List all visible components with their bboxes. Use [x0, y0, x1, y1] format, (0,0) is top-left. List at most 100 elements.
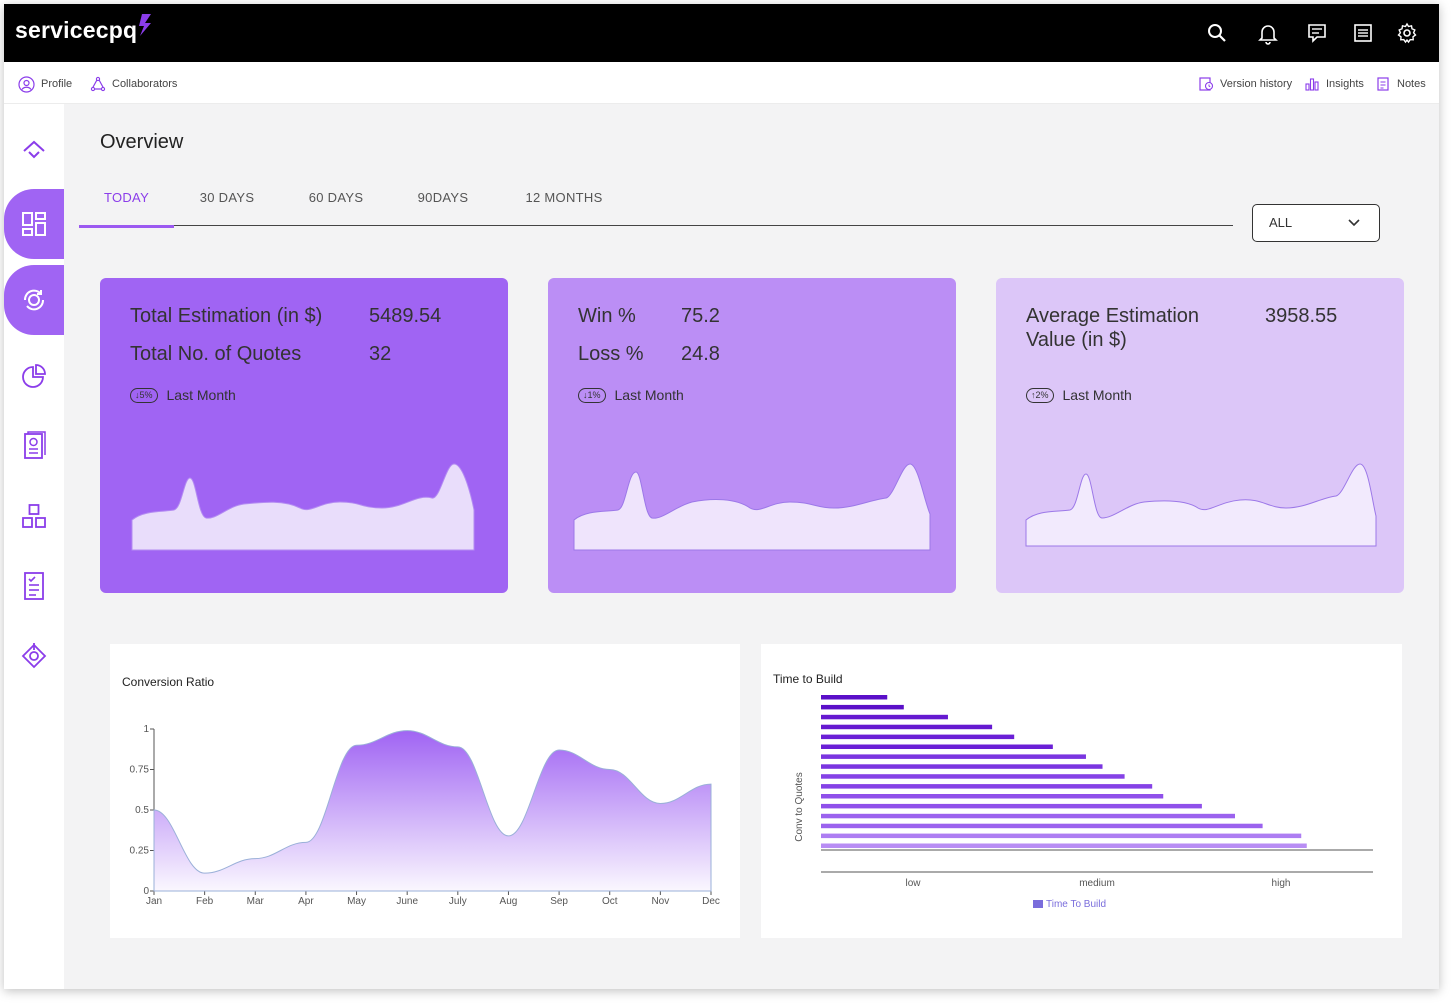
total-estimation-value: 5489.54 — [369, 305, 442, 327]
tab-60-days[interactable]: 60 DAYS — [308, 190, 364, 205]
conv-x-tick-label: June — [396, 896, 418, 907]
win-value: 75.2 — [681, 305, 720, 327]
modules-icon — [22, 504, 46, 528]
version-history-link[interactable]: Version history — [1198, 76, 1292, 92]
top-bar: servicecpq — [4, 4, 1439, 62]
main-content: Overview TODAY 30 DAYS 60 DAYS 90DAYS 12… — [64, 104, 1439, 989]
conv-y-tick-label: 0.5 — [135, 805, 149, 816]
target-icon — [21, 643, 47, 669]
collaborators-label: Collaborators — [112, 78, 178, 90]
trend-label: Last Month — [1062, 387, 1132, 403]
profile-label: Profile — [41, 78, 73, 90]
sidebar-item-modules[interactable] — [4, 481, 64, 551]
logo[interactable]: servicecpq — [15, 17, 138, 43]
filter-dropdown[interactable]: ALL — [1252, 204, 1380, 242]
build-bar — [821, 794, 1164, 799]
bell-icon[interactable] — [1256, 21, 1280, 45]
conv-y-tick-label: 1 — [143, 724, 149, 735]
notes-link[interactable]: Notes — [1375, 76, 1426, 92]
trend-indicator: ↓1% Last Month — [578, 387, 684, 403]
build-bar — [821, 843, 1307, 848]
total-quotes-label: Total No. of Quotes — [130, 343, 302, 365]
chat-icon[interactable] — [1305, 21, 1329, 45]
legend-swatch — [1033, 900, 1043, 908]
time-to-build-chart: Conv to Quotes low medium high Time To Bui… — [794, 695, 1373, 910]
trend-badge: ↑2% — [1026, 387, 1054, 403]
trend-badge: ↓5% — [130, 387, 158, 403]
conversion-ratio-chart: 0 0.25 0.5 0.75 1 Jan Feb Mar Apr May June July Aug S… — [130, 724, 720, 907]
conv-x-tick-label: Feb — [196, 896, 214, 907]
sidebar-item-reports[interactable] — [4, 341, 64, 411]
logo-mark-icon — [139, 14, 151, 36]
average-estimation-card: Average Estimation Value (in $) 3958.55 … — [996, 278, 1404, 593]
trend-label: Last Month — [166, 387, 236, 403]
sidebar-item-sync[interactable] — [4, 265, 64, 335]
time-to-build-panel: Time to Build Conv to Quotes low medium hi… — [761, 644, 1402, 938]
conversion-ratio-title: Conversion Ratio — [122, 675, 215, 689]
total-quotes-value: 32 — [369, 343, 392, 365]
search-icon[interactable] — [1205, 21, 1229, 45]
sub-toolbar: Profile Collaborators Version history In… — [4, 62, 1439, 104]
sidebar — [4, 104, 64, 989]
conv-x-tick-label: Jan — [146, 896, 162, 907]
conv-x-tick-label: July — [449, 896, 467, 907]
profile-link[interactable]: Profile — [18, 75, 73, 93]
sidebar-item-target[interactable] — [4, 621, 64, 691]
legend-label: Time To Build — [1046, 899, 1106, 910]
notes-label: Notes — [1397, 78, 1426, 90]
tab-30-days[interactable]: 30 DAYS — [199, 190, 255, 205]
profile-icon — [18, 75, 35, 93]
trend-indicator: ↓5% Last Month — [130, 387, 236, 403]
build-bar — [821, 714, 948, 720]
build-bar — [821, 784, 1153, 789]
build-bar — [821, 724, 993, 730]
dashboard-icon — [22, 212, 46, 236]
build-bar — [821, 704, 904, 710]
build-bar — [821, 833, 1302, 839]
build-x-tick-label: high — [1272, 878, 1291, 889]
conv-x-tick-label: Aug — [500, 896, 518, 907]
average-estimation-label: Average Estimation — [1026, 305, 1200, 327]
tab-90-days[interactable]: 90DAYS — [417, 190, 469, 205]
collaborators-icon — [90, 76, 106, 92]
conv-y-tick-label: 0.25 — [130, 846, 150, 857]
build-bar — [821, 813, 1235, 819]
time-to-build-title: Time to Build — [773, 672, 843, 686]
insights-label: Insights — [1326, 78, 1364, 90]
collaborators-link[interactable]: Collaborators — [90, 76, 177, 92]
build-bar — [821, 754, 1086, 759]
loss-value: 24.8 — [681, 343, 720, 365]
conv-y-tick-label: 0.75 — [130, 765, 150, 776]
build-bar — [821, 764, 1103, 769]
conv-y-tick-label: 0 — [143, 886, 149, 897]
list-icon[interactable] — [1351, 21, 1375, 45]
document-icon — [24, 431, 46, 459]
total-estimation-label: Total Estimation (in $) — [130, 305, 323, 327]
conv-x-tick-label: May — [347, 896, 366, 907]
filter-selected-value: ALL — [1269, 215, 1293, 230]
conv-x-tick-label: Oct — [602, 896, 618, 907]
sparkline-chart — [573, 463, 931, 551]
tab-12-months[interactable]: 12 MONTHS — [525, 190, 603, 205]
period-tabs: TODAY 30 DAYS 60 DAYS 90DAYS 12 MONTHS — [79, 186, 1233, 228]
insights-link[interactable]: Insights — [1304, 76, 1364, 92]
build-bar — [821, 744, 1053, 749]
trend-label: Last Month — [614, 387, 684, 403]
version-history-icon — [1199, 77, 1214, 91]
version-history-label: Version history — [1220, 78, 1293, 90]
sidebar-item-checklist[interactable] — [4, 551, 64, 621]
sidebar-item-documents[interactable] — [4, 411, 64, 481]
sidebar-item-dashboard[interactable] — [4, 189, 64, 259]
build-bar — [821, 774, 1125, 779]
chevron-down-icon — [1348, 219, 1360, 227]
tab-today[interactable]: TODAY — [79, 186, 174, 228]
trend-badge: ↓1% — [578, 387, 606, 403]
gear-icon[interactable] — [1395, 21, 1419, 45]
conversion-area-series — [153, 730, 712, 892]
sparkline-chart — [1025, 463, 1377, 547]
conv-x-tick-label: Nov — [651, 896, 669, 907]
sidebar-item-home[interactable] — [4, 115, 64, 185]
build-bar — [821, 823, 1263, 829]
conv-x-tick-label: Apr — [298, 896, 314, 907]
average-estimation-label-line2: Value (in $) — [1026, 329, 1127, 351]
